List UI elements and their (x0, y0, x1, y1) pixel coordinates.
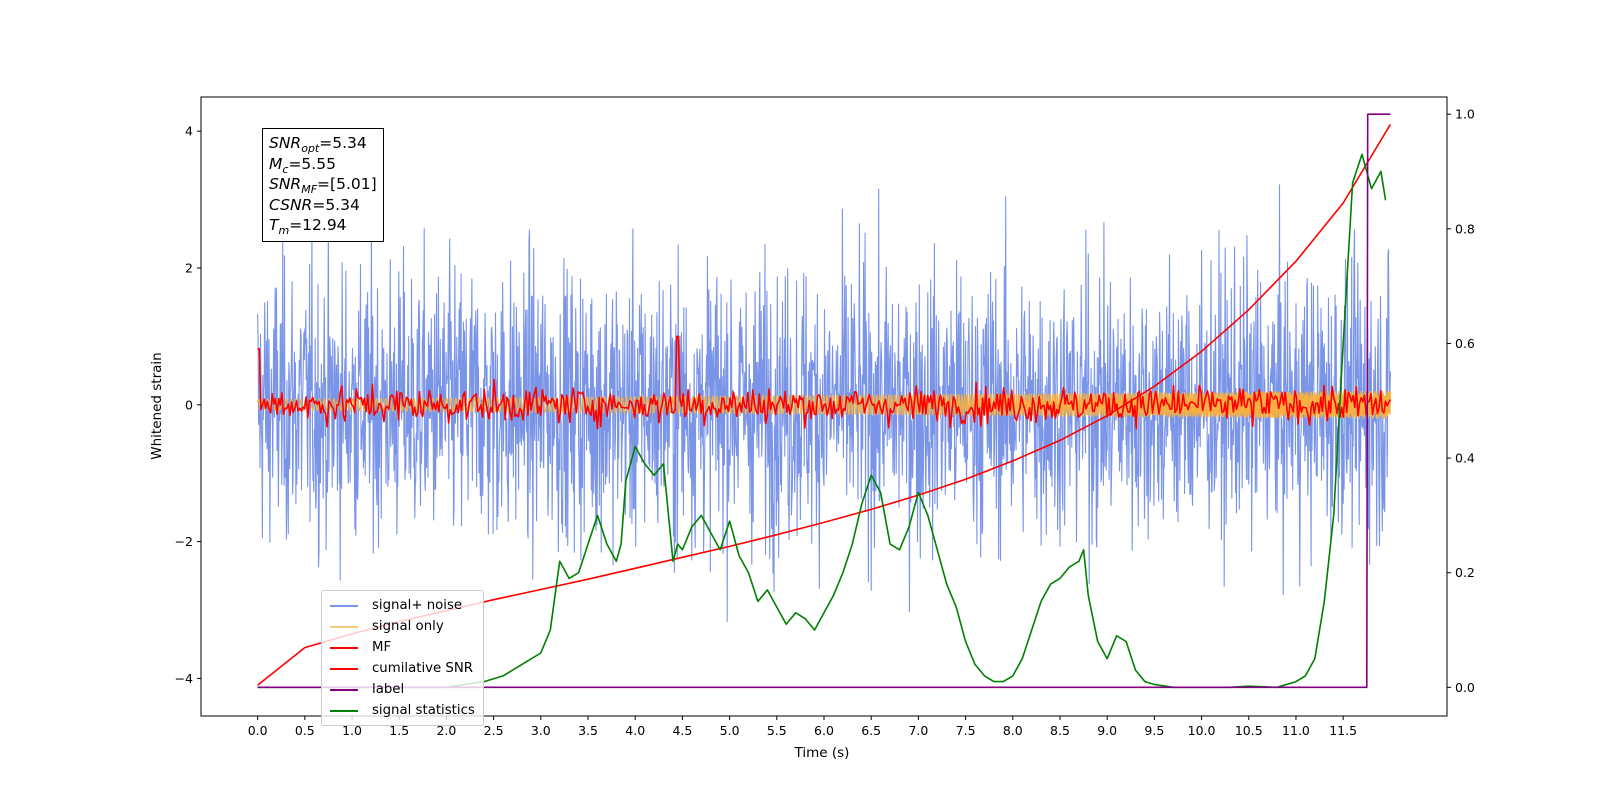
x-tick-label: 11.5 (1329, 723, 1357, 738)
x-tick-label: 8.5 (1050, 723, 1070, 738)
x-tick-label: 2.5 (484, 723, 504, 738)
y-tick-label-right: 0.6 (1455, 336, 1475, 351)
series-signal-statistics (257, 153, 1387, 689)
legend-item: cumilative SNR (330, 658, 475, 679)
y-tick-label-left: −4 (175, 671, 193, 686)
tm-row: Tm=12.94 (269, 216, 347, 237)
x-tick-label: 1.0 (342, 723, 362, 738)
mc-row: Mc=5.55 (269, 154, 336, 176)
legend-swatch-mf (330, 646, 358, 649)
x-tick-label: 9.0 (1097, 723, 1117, 738)
x-tick-label: 5.5 (767, 723, 787, 738)
y-axis-left: 4 2 0 −2 −4 (175, 124, 201, 686)
x-tick-label: 3.0 (531, 723, 551, 738)
series-signal-only (257, 390, 1391, 419)
x-tick-label: 4.5 (672, 723, 692, 738)
snr-mf-row: SNRMF=[5.01] (269, 175, 377, 196)
legend-swatch-signal-only (330, 625, 358, 628)
x-tick-label: 2.0 (436, 723, 456, 738)
x-axis: 0.0 0.5 1.0 1.5 2.0 2.5 3.0 3.5 4.0 4.5 5.0 5.5 6.0 6… (248, 716, 1357, 738)
x-tick-label: 6.5 (861, 723, 881, 738)
y-axis-label: Whitened strain (149, 352, 165, 459)
x-tick-label: 3.5 (578, 723, 598, 738)
x-tick-label: 11.0 (1282, 723, 1310, 738)
x-tick-label: 9.5 (1144, 723, 1164, 738)
series-signal-noise (257, 184, 1391, 623)
x-tick-label: 4.0 (625, 723, 645, 738)
x-tick-label: 1.5 (389, 723, 409, 738)
x-tick-label: 10.0 (1188, 723, 1216, 738)
y-tick-label-left: 4 (185, 124, 193, 139)
y-tick-label-right: 0.4 (1455, 451, 1475, 466)
y-tick-label-left: 2 (185, 260, 193, 275)
legend-label: signal only (372, 619, 444, 634)
x-tick-label: 10.5 (1235, 723, 1263, 738)
legend-label: signal+ noise (372, 598, 463, 613)
x-tick-label: 6.0 (814, 723, 834, 738)
snr-mf-value: =[5.01] (317, 175, 377, 193)
x-tick-label: 5.0 (720, 723, 740, 738)
legend: signal+ noise signal only MF cumilative … (321, 590, 484, 726)
snr-opt-value: =5.34 (319, 134, 367, 152)
tm-value: =12.94 (289, 216, 347, 234)
series-mf (257, 335, 1392, 430)
y-tick-label-left: −2 (175, 534, 193, 549)
legend-label: label (372, 682, 405, 697)
snr-info-box: SNRopt=5.34 Mc=5.55 SNRMF=[5.01] CSNR=5.… (262, 128, 384, 242)
legend-item: MF (330, 637, 475, 658)
series-label (257, 113, 1391, 689)
legend-item: signal only (330, 616, 475, 637)
legend-label: MF (372, 640, 392, 655)
x-tick-label: 7.0 (908, 723, 928, 738)
x-tick-label: 7.5 (956, 723, 976, 738)
y-tick-label-left: 0 (185, 397, 193, 412)
x-tick-label: 0.5 (295, 723, 315, 738)
legend-swatch-signal-statistics (330, 709, 358, 712)
x-axis-label: Time (s) (794, 745, 850, 761)
legend-label: signal statistics (372, 703, 475, 718)
legend-swatch-label (330, 688, 358, 691)
csnr-value: =5.34 (312, 195, 360, 214)
legend-item: signal statistics (330, 700, 475, 721)
legend-item: signal+ noise (330, 595, 475, 616)
legend-swatch-signal-noise (330, 604, 358, 607)
mc-value: =5.55 (288, 154, 336, 173)
legend-item: label (330, 679, 475, 700)
y-tick-label-right: 0.0 (1455, 680, 1475, 695)
y-tick-label-right: 1.0 (1455, 107, 1475, 122)
x-tick-label: 0.0 (248, 723, 268, 738)
legend-swatch-cumulative-snr (330, 667, 358, 670)
y-tick-label-right: 0.2 (1455, 565, 1475, 580)
legend-label: cumilative SNR (372, 661, 474, 676)
snr-opt-row: SNRopt=5.34 (269, 134, 367, 155)
csnr-row: CSNR=5.34 (269, 195, 360, 214)
y-axis-right: 1.0 0.8 0.6 0.4 0.2 0.0 (1447, 107, 1475, 695)
y-tick-label-right: 0.8 (1455, 221, 1475, 236)
x-tick-label: 8.0 (1003, 723, 1023, 738)
